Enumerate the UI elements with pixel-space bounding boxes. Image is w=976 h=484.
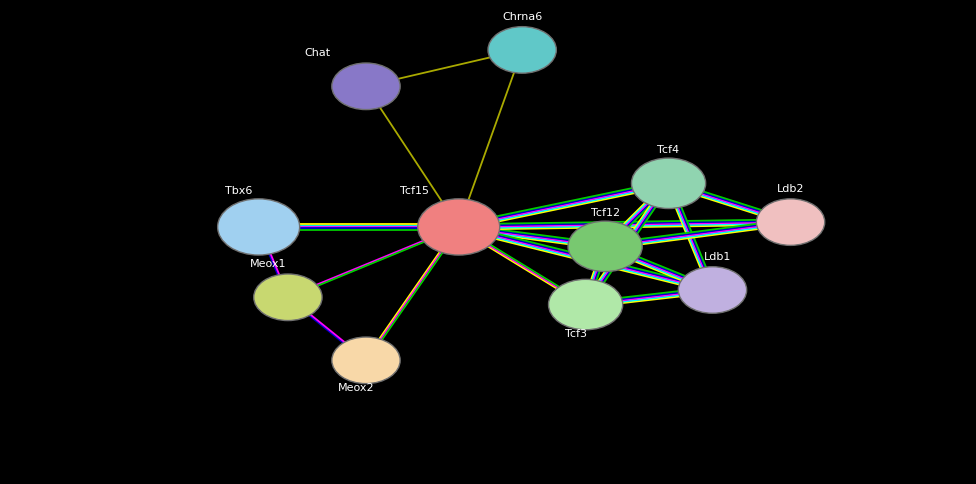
Ellipse shape — [678, 267, 747, 314]
Ellipse shape — [254, 274, 322, 321]
Text: Meox1: Meox1 — [250, 258, 287, 269]
Ellipse shape — [218, 199, 300, 256]
Text: Ldb1: Ldb1 — [704, 251, 731, 261]
Ellipse shape — [418, 199, 500, 256]
Ellipse shape — [568, 222, 642, 272]
Ellipse shape — [631, 159, 706, 209]
Ellipse shape — [549, 280, 623, 330]
Text: Chrna6: Chrna6 — [502, 12, 543, 22]
Ellipse shape — [488, 28, 556, 74]
Text: Tcf12: Tcf12 — [590, 208, 620, 218]
Text: Chat: Chat — [305, 48, 330, 58]
Text: Tbx6: Tbx6 — [225, 186, 253, 196]
Ellipse shape — [756, 199, 825, 246]
Text: Meox2: Meox2 — [338, 382, 375, 392]
Text: Tcf4: Tcf4 — [658, 145, 679, 155]
Text: Tcf15: Tcf15 — [400, 186, 429, 196]
Ellipse shape — [332, 337, 400, 384]
Ellipse shape — [332, 64, 400, 110]
Text: Ldb2: Ldb2 — [777, 183, 804, 194]
Text: Tcf3: Tcf3 — [565, 328, 587, 338]
